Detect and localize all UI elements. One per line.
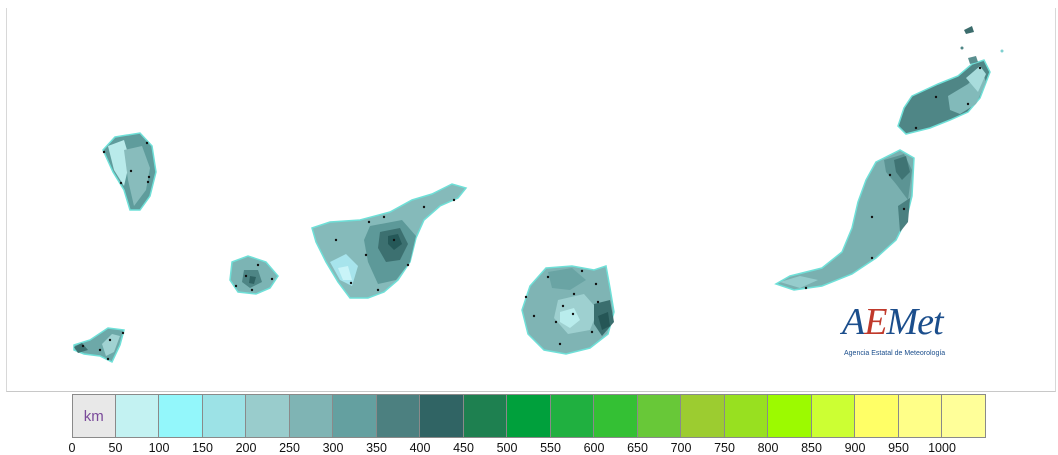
legend-tick-label: 100 [148,441,170,455]
island-la-gomera [229,255,279,295]
legend-swatch [202,394,246,438]
legend-tick-label: 600 [583,441,605,455]
legend-swatch [768,394,812,438]
legend-tick-labels: 0 50 100 150 200 250 300 350 400 450 500 550 600 650 7… [0,441,1058,455]
legend-swatch [463,394,507,438]
legend-tick-label: 650 [627,441,648,455]
island-gran-canaria [521,265,615,355]
legend-unit-label: km [83,407,104,425]
legend-swatch [898,394,942,438]
legend-tick-label: 1000 [928,441,956,455]
legend-tick-label: 50 [108,441,123,455]
legend-tick-label: 350 [366,441,387,455]
island-lanzarote [897,26,1004,135]
legend-tick-label: 150 [192,441,213,455]
aemet-logo: AEMet Agencia Estatal de Meteorología [836,300,966,364]
legend-swatch [507,394,551,438]
aemet-logo-subtitle: Agencia Estatal de Meteorología [844,350,946,357]
legend-tick-label: 700 [670,441,692,455]
island-tenerife [311,183,468,299]
legend-swatch [637,394,681,438]
island-la-palma [102,132,157,211]
legend-tick-label: 900 [844,441,866,455]
legend-tick-label: 200 [235,441,257,455]
color-legend: km [72,394,986,438]
legend-swatch [159,394,203,438]
legend-swatch [550,394,594,438]
legend-tick-label: 550 [540,441,561,455]
legend-swatch [724,394,768,438]
island-fuerteventura [774,149,915,291]
legend-swatch [376,394,420,438]
legend-tick-label: 750 [714,441,735,455]
legend-tick-label: 500 [496,441,518,455]
legend-swatch [594,394,638,438]
legend-swatch [811,394,855,438]
legend-tick-label: 400 [409,441,431,455]
legend-tick-label: 0 [68,441,76,455]
legend-swatch [246,394,290,438]
canary-islands-map [73,26,1004,364]
island-el-hierro [73,327,125,364]
legend-swatch [333,394,377,438]
legend-swatch [681,394,725,438]
legend-swatch [855,394,899,438]
legend-tick-label: 800 [757,441,779,455]
aemet-logo-text: AEMet [842,301,944,343]
legend-tick-label: 250 [279,441,300,455]
legend-tick-label: 300 [322,441,344,455]
legend-swatch [289,394,333,438]
legend-tick-label: 950 [888,441,909,455]
legend-tick-label: 850 [801,441,822,455]
legend-swatch [115,394,159,438]
legend-tick-label: 450 [453,441,474,455]
legend-swatch [942,394,986,438]
legend-swatch [420,394,464,438]
legend-swatch: km [72,394,116,438]
